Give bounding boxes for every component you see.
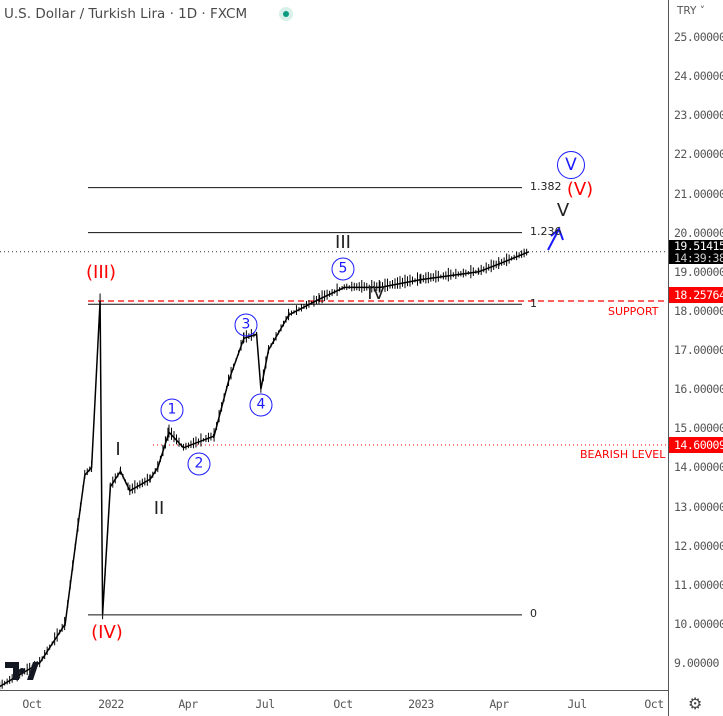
wave-label-V: V — [556, 200, 570, 221]
fib-label-0: 0 — [530, 607, 537, 620]
fib-label-1382: 1.382 — [530, 180, 562, 193]
last-price: 19.51415 — [674, 239, 723, 253]
projection-arrow-icon — [547, 226, 564, 251]
wave-circle-4: 4 — [249, 393, 273, 417]
support-label: SUPPORT — [608, 305, 659, 318]
y-tick-label: 19.00000 — [674, 264, 723, 279]
wave-label-I: I — [115, 439, 121, 460]
bearish-level-label: BEARISH LEVEL — [580, 448, 666, 461]
y-tick-label: 17.00000 — [674, 343, 723, 357]
wave-circle-1: 1 — [160, 398, 184, 422]
price-line — [0, 251, 530, 688]
wave-label-red-III: (III) — [86, 262, 116, 283]
y-tick-label: 12.00000 — [674, 538, 723, 553]
y-tick-label: 15.00000 — [674, 421, 723, 436]
wave-circle-V: V — [557, 151, 585, 179]
x-tick-label: Jul — [255, 697, 275, 711]
wave-label-IV: IV — [367, 283, 385, 304]
x-tick-label: Oct — [22, 697, 42, 711]
x-tick-label: Oct — [333, 697, 353, 711]
wave-label-III: III — [335, 232, 351, 253]
wave-circle-5: 5 — [331, 257, 355, 281]
y-tick-label: 9.00000 — [674, 656, 719, 670]
x-tick-label: Oct — [644, 697, 664, 711]
y-tick-label: 18.00000 — [674, 303, 723, 318]
bar-countdown: 14:39:38 — [674, 251, 723, 265]
y-tick-label: 13.00000 — [674, 499, 723, 514]
y-tick-label: 24.00000 — [674, 69, 723, 84]
market-status-dot[interactable] — [279, 7, 293, 21]
y-tick-label: 21.00000 — [674, 186, 723, 201]
wave-label-II: II — [153, 498, 165, 519]
fib-label-1: 1 — [530, 297, 537, 310]
plot-area[interactable] — [0, 0, 668, 690]
wave-label-red-IV: (IV) — [91, 622, 123, 643]
settings-gear-icon[interactable]: ⚙ — [688, 694, 703, 713]
last-price-label: 19.51415 14:39:38 — [669, 240, 723, 264]
x-tick-label: Apr — [178, 697, 198, 711]
currency-label: TRY — [677, 5, 697, 17]
y-tick-label: 11.00000 — [674, 577, 723, 592]
y-tick-label: 16.00000 — [674, 382, 723, 397]
y-tick-label: 22.00000 — [674, 147, 723, 162]
y-tick-label: 14.00000 — [674, 460, 723, 475]
x-tick-label: Apr — [489, 697, 509, 711]
y-tick-label: 25.00000 — [674, 30, 723, 44]
x-tick-label: Jul — [567, 697, 587, 711]
symbol-title[interactable]: U.S. Dollar / Turkish Lira · 1D · FXCM — [4, 6, 248, 22]
price-axis-border — [668, 0, 669, 716]
x-tick-label: 2022 — [98, 697, 124, 711]
wave-label-red-V: (V) — [566, 179, 594, 200]
time-axis-border — [0, 690, 669, 691]
y-tick-label: 10.00000 — [674, 616, 723, 631]
bearish-price-label: 14.60009 — [669, 437, 723, 453]
tradingview-logo-icon — [5, 662, 39, 680]
y-tick-label: 23.00000 — [674, 108, 723, 123]
currency-selector[interactable]: TRY ˅ — [677, 5, 706, 17]
fib-label-1236: 1.236 — [530, 225, 562, 238]
wave-circle-3: 3 — [234, 313, 258, 337]
wave-circle-2: 2 — [187, 452, 211, 476]
support-price-label: 18.25764 — [669, 287, 723, 303]
y-tick-label: 20.00000 — [674, 225, 723, 240]
x-tick-label: 2023 — [408, 697, 434, 711]
